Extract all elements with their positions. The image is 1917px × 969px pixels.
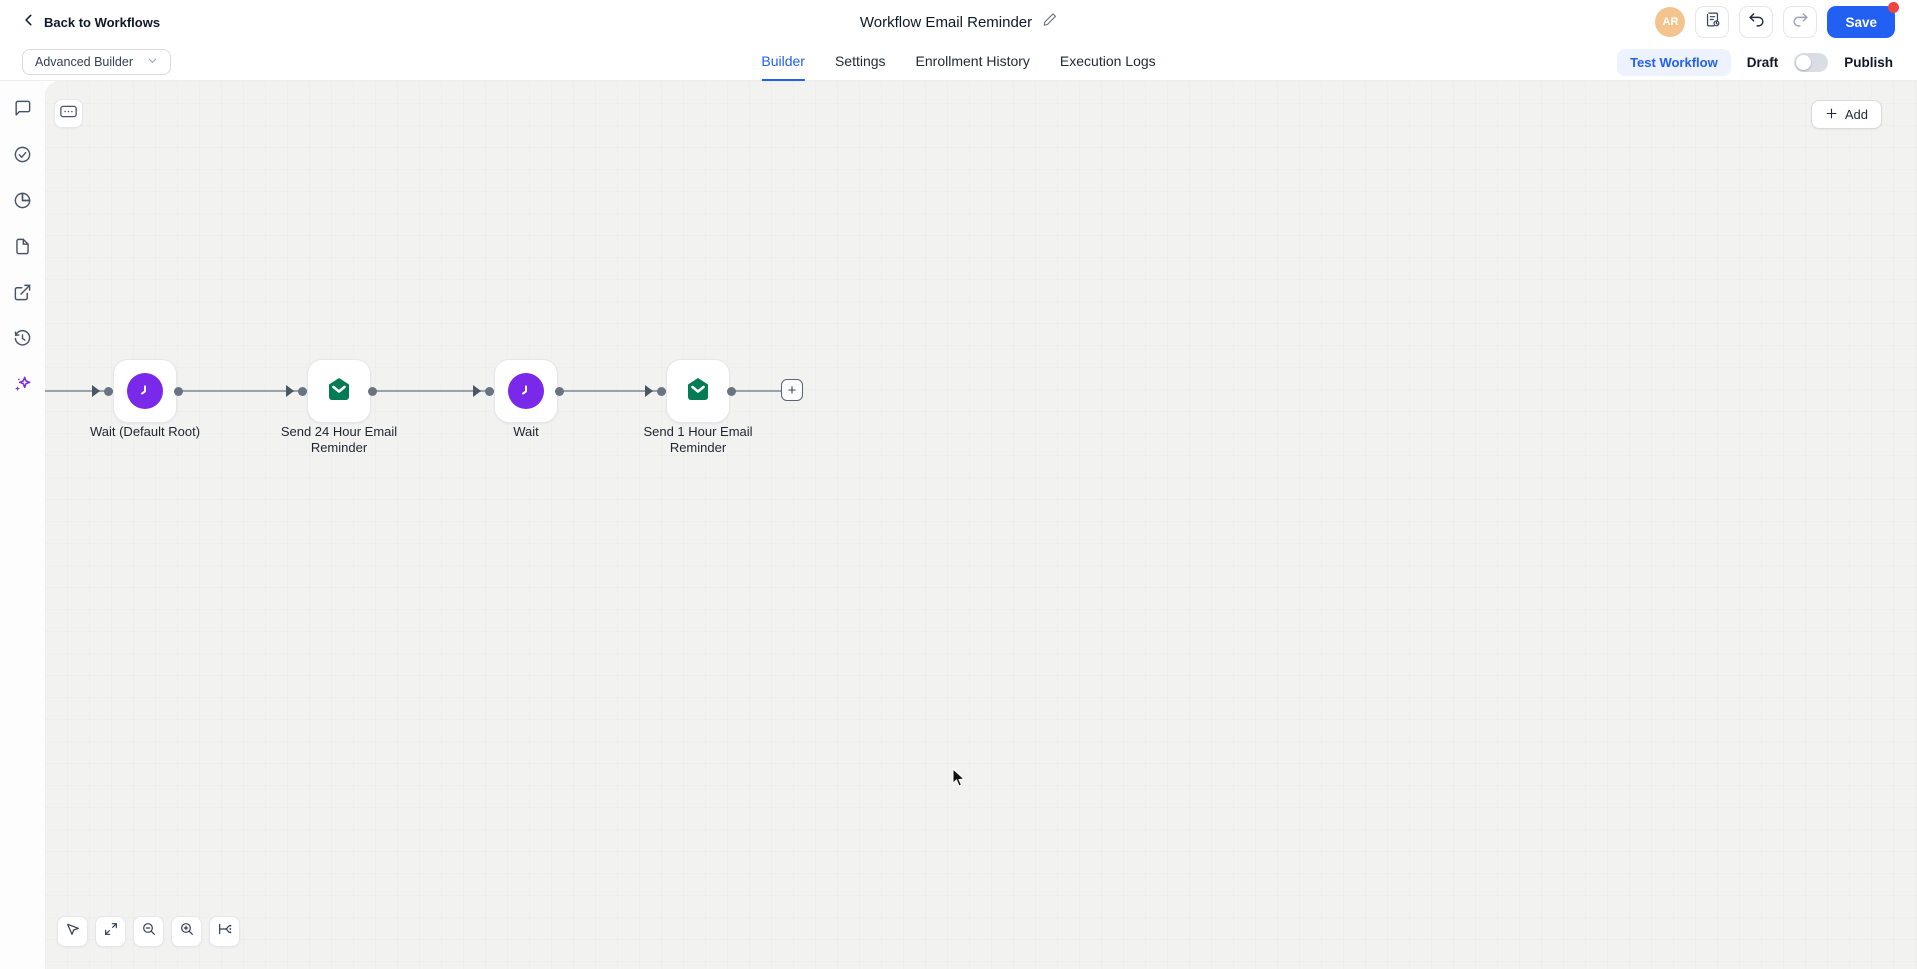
node-label: Send 1 Hour Email Reminder (643, 424, 753, 455)
back-label: Back to Workflows (44, 14, 161, 30)
undo-icon (1748, 11, 1765, 33)
sidebar-item-comments[interactable] (8, 93, 38, 123)
sub-toolbar: Advanced Builder Builder Settings Enroll… (0, 44, 1917, 81)
node-send-1-hour-email[interactable] (666, 359, 730, 423)
edge-arrow-icon (286, 385, 294, 397)
document-icon (13, 237, 32, 256)
auto-layout-icon (217, 921, 233, 942)
fit-view-button[interactable] (95, 916, 126, 947)
external-link-icon (13, 283, 32, 302)
tab-builder[interactable]: Builder (761, 44, 805, 81)
edge-handle (104, 386, 113, 396)
publish-toggle[interactable] (1794, 52, 1829, 72)
node-label: Wait (513, 424, 539, 439)
builder-mode-select[interactable]: Advanced Builder (22, 49, 171, 75)
add-button-label: Add (1844, 107, 1868, 122)
ai-sparkles-icon (13, 374, 33, 394)
workflow-canvas[interactable]: Add Wait (Default Root) Send 24 Ho (45, 81, 1917, 969)
publish-label: Publish (1844, 54, 1893, 70)
back-chevron-icon (22, 13, 36, 32)
back-to-workflows-button[interactable]: Back to Workflows (22, 13, 160, 32)
tab-execution-logs[interactable]: Execution Logs (1059, 53, 1156, 69)
version-history-icon (1704, 11, 1721, 33)
node-label: Wait (Default Root) (89, 424, 201, 439)
redo-icon (1792, 11, 1809, 33)
edge-arrow-icon (473, 385, 481, 397)
zoom-in-button[interactable] (171, 916, 202, 947)
avatar[interactable]: AR (1655, 7, 1686, 37)
add-step-plus-button[interactable]: + (781, 379, 803, 401)
edge-handle (555, 386, 564, 396)
header-actions: AR Save (1655, 2, 1899, 38)
node-label: Send 24 Hour Email Reminder (280, 424, 398, 455)
pie-chart-icon (13, 191, 32, 210)
chevron-down-icon (147, 55, 158, 69)
minimap-toggle-button[interactable] (54, 99, 83, 128)
edge-handle (657, 386, 666, 396)
tab-settings[interactable]: Settings (834, 53, 886, 69)
sidebar-item-history[interactable] (8, 323, 38, 353)
redo-button[interactable] (1783, 6, 1818, 38)
workflow-edge (45, 390, 782, 392)
clock-icon (508, 373, 544, 409)
node-wait[interactable] (494, 359, 558, 423)
workflow-title-wrap: Workflow Email Reminder (860, 0, 1057, 44)
sidebar-item-goals[interactable] (8, 139, 38, 169)
edge-arrow-icon (92, 385, 100, 397)
clock-icon (127, 373, 163, 409)
publish-toggle-knob (1796, 54, 1812, 70)
page-title: Workflow Email Reminder (859, 13, 1033, 31)
version-history-button[interactable] (1695, 6, 1730, 38)
auto-layout-button[interactable] (209, 916, 240, 947)
sidebar-item-documents[interactable] (8, 231, 38, 261)
edge-handle (298, 386, 307, 396)
minimap-icon (60, 105, 77, 123)
envelope-icon (322, 372, 356, 411)
undo-button[interactable] (1739, 6, 1774, 38)
zoom-in-icon (179, 921, 195, 942)
header: Back to Workflows Workflow Email Reminde… (0, 0, 1917, 44)
check-circle-icon (13, 145, 32, 164)
sidebar-item-external[interactable] (8, 277, 38, 307)
canvas-toolbar (57, 916, 240, 947)
zoom-out-button[interactable] (133, 916, 164, 947)
node-wait-default-root[interactable] (113, 359, 177, 423)
comment-icon (13, 99, 32, 118)
test-workflow-button[interactable]: Test Workflow (1617, 48, 1731, 76)
add-action-button[interactable]: Add (1810, 100, 1882, 129)
tab-enrollment-history[interactable]: Enrollment History (915, 53, 1030, 69)
unsaved-changes-dot (1888, 2, 1899, 13)
publish-controls: Test Workflow Draft Publish (1617, 48, 1893, 76)
fit-view-icon (103, 921, 119, 942)
history-clock-icon (13, 329, 32, 348)
sidebar-item-ai-assistant[interactable] (8, 369, 38, 399)
draft-label: Draft (1746, 54, 1779, 70)
zoom-out-icon (141, 921, 157, 942)
plus-icon (1825, 107, 1838, 123)
edge-handle (727, 386, 736, 396)
node-send-24-hour-email[interactable] (307, 359, 371, 423)
left-sidebar (0, 81, 45, 969)
envelope-icon (681, 372, 715, 411)
sidebar-item-stats[interactable] (8, 185, 38, 215)
edge-arrow-icon (645, 385, 653, 397)
pointer-tool-button[interactable] (57, 916, 88, 947)
builder-mode-value: Advanced Builder (35, 55, 133, 69)
edge-handle (485, 386, 494, 396)
pointer-icon (65, 921, 81, 942)
save-button[interactable]: Save (1827, 2, 1899, 38)
tab-bar: Builder Settings Enrollment History Exec… (761, 44, 1156, 81)
mouse-cursor (950, 767, 968, 793)
edge-handle (174, 386, 183, 396)
save-label: Save (1845, 14, 1877, 30)
edit-pencil-icon[interactable] (1042, 12, 1057, 32)
edge-handle (368, 386, 377, 396)
